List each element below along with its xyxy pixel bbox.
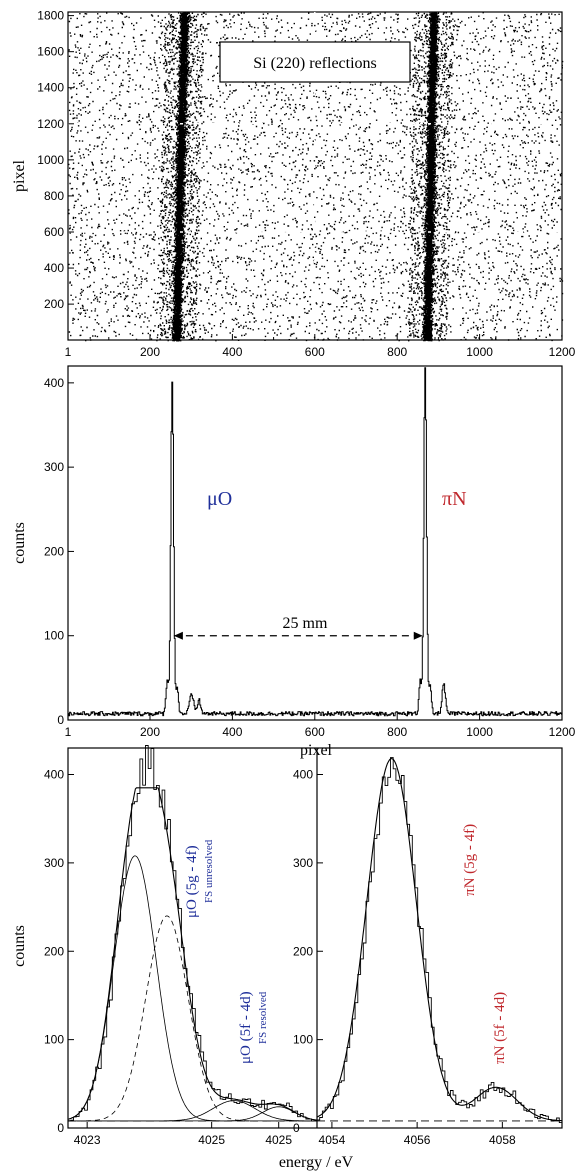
annot-pin-5g4f: πN (5g - 4f) <box>462 824 478 896</box>
spectra-xlabel: energy / eV <box>279 1154 354 1171</box>
spectrum-fit <box>67 787 318 1121</box>
scatter-ylabel: pixel <box>11 159 28 192</box>
spectra-xtick-label: 4025 <box>265 1133 292 1147</box>
spectra-ytick-label: 300 <box>44 856 64 870</box>
projection-ylabel: counts <box>11 522 28 564</box>
spectra-ytick-label: 400 <box>44 768 64 782</box>
arrow-head-right <box>413 631 423 640</box>
projection-frame <box>67 365 563 721</box>
spectra-ytick-label: 0 <box>57 1121 64 1135</box>
annot-muo-5f4d: μO (5f - 4d) <box>238 991 254 1064</box>
scatter-xtick-label: 1000 <box>466 345 493 359</box>
distance-label: 25 mm <box>283 615 328 632</box>
scatter-dots <box>68 12 564 342</box>
spectra-ytick-label: 300 <box>293 856 313 870</box>
scatter-xtick-label: 400 <box>222 345 242 359</box>
scatter-ytick-label: 1000 <box>37 153 64 167</box>
distance-arrow <box>173 631 423 640</box>
scatter-ytick-label: 200 <box>44 297 64 311</box>
projection-xlabel: pixel <box>300 742 333 759</box>
scatter-ytick-label: 400 <box>44 261 64 275</box>
projection-ytick-label: 300 <box>44 460 64 474</box>
scatter-ytick-label: 1200 <box>37 117 64 131</box>
projection-histogram <box>68 367 563 717</box>
spectra-panel: 0 0 100 100 200 200 300 300 400 400 4023 4025 4025 40… <box>11 745 563 1171</box>
spectra-ytick-label: 400 <box>293 768 313 782</box>
projection-ytick-label: 0 <box>57 713 64 727</box>
scatter-xtick-label: 200 <box>140 345 160 359</box>
scatter-xtick-label: 600 <box>305 345 325 359</box>
projection-ytick-label: 200 <box>44 544 64 558</box>
scatter-title: Si (220) reflections <box>253 55 377 72</box>
projection-xtick-label: 800 <box>387 725 407 739</box>
spectra-ytick-label: 200 <box>293 944 313 958</box>
spectrum-histogram <box>68 745 318 1122</box>
spectrum-component <box>68 915 317 1122</box>
scatter-ytick-label: 800 <box>44 189 64 203</box>
peak-label-muo: μO <box>207 488 232 510</box>
scatter-ytick-label: 1800 <box>37 9 64 23</box>
scatter-title-box <box>219 41 411 83</box>
projection-ytick-label: 100 <box>44 629 64 643</box>
spectra-xtick-label: 4054 <box>319 1133 346 1147</box>
spectra-xtick-label: 4025 <box>198 1133 225 1147</box>
scatter-xtick-label: 1200 <box>549 345 576 359</box>
scatter-panel: 1 200 400 600 800 1000 12002004006008001000120… <box>11 9 576 359</box>
scatter-ytick-label: 1400 <box>37 81 64 95</box>
projection-xtick-label: 400 <box>222 725 242 739</box>
scatter-ytick-label: 1600 <box>37 45 64 59</box>
spectra-ytick-label: 100 <box>293 1033 313 1047</box>
annot-muo-5g4f-sub: FS unresolved <box>203 839 215 903</box>
spectra-xtick-label: 4056 <box>404 1133 431 1147</box>
scatter-hits <box>68 12 564 342</box>
peak-label-pin: πN <box>442 488 467 510</box>
spectra-ytick-label: 100 <box>44 1033 64 1047</box>
annot-muo-5g4f: μO (5g - 4f) <box>184 845 200 918</box>
projection-xtick-label: 600 <box>305 725 325 739</box>
arrow-head-left <box>173 631 183 640</box>
scatter-xtick-label: 1 <box>65 345 72 359</box>
projection-xtick-label: 200 <box>140 725 160 739</box>
scatter-ytick-label: 600 <box>44 225 64 239</box>
spectrum-fit <box>316 758 563 1122</box>
projection-xtick-label: 1000 <box>466 725 493 739</box>
spectra-xtick-label: 4058 <box>489 1133 516 1147</box>
spectrum-component <box>68 1106 318 1122</box>
spectra-ytick-label: 200 <box>44 944 64 958</box>
spectra-frame <box>67 747 563 1129</box>
annot-pin-5f4d: πN (5f - 4d) <box>492 992 508 1064</box>
annot-muo-5f4d-sub: FS resolved <box>257 991 269 1044</box>
scatter-xtick-label: 800 <box>387 345 407 359</box>
spectra-ytick-label: 0 <box>293 1121 300 1135</box>
spectra-ylabel: counts <box>11 925 28 967</box>
projection-ytick-label: 400 <box>44 376 64 390</box>
projection-xtick-label: 1200 <box>549 725 576 739</box>
spectrum-histogram <box>317 757 563 1124</box>
spectra-xtick-label: 4023 <box>74 1133 101 1147</box>
projection-xtick-label: 1 <box>65 725 72 739</box>
